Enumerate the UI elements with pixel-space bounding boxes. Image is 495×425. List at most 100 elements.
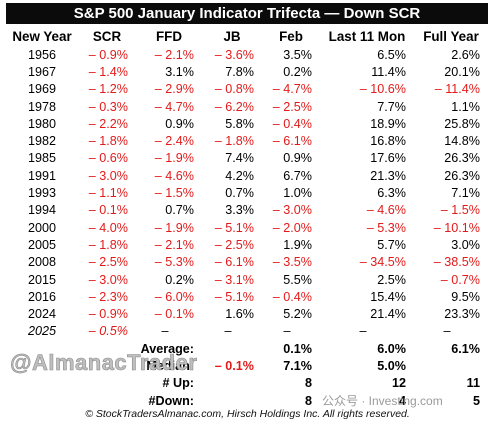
value-cell: 6.7% <box>283 168 312 183</box>
value-cell: 0.2% <box>283 64 312 79</box>
stats-row: Median: – 0.1% 7.1% 5.0% <box>6 357 488 374</box>
value-cell: – 0.5% <box>88 324 128 339</box>
col-header-full-year: Full Year <box>423 28 479 44</box>
value-cell: 6.5% <box>377 47 406 62</box>
table-row: 1982 – 1.8% – 2.4% – 1.8% – 6.1% 16.8% 14.8% <box>6 132 488 149</box>
year-cell: 1991 <box>27 168 57 183</box>
value-cell: – 4.0% <box>88 220 128 235</box>
value-cell: – 10.1% <box>433 220 480 235</box>
value-cell: – 11.4% <box>434 82 480 97</box>
stat-value: 0.1% <box>283 341 312 356</box>
value-cell: 23.3% <box>444 307 480 322</box>
value-cell: – 3.0% <box>88 168 128 183</box>
stat-value: 6.0% <box>377 341 406 356</box>
table-row: 1991 – 3.0% – 4.6% 4.2% 6.7% 21.3% 26.3% <box>6 167 488 184</box>
value-cell: – 3.0% <box>272 203 312 218</box>
almanac-trader-watermark: @AlmanacTrader <box>10 350 198 376</box>
table-row: 2000 – 4.0% – 1.9% – 5.1% – 2.0% – 5.3% – 10.1… <box>6 219 488 236</box>
stat-value: 7.1% <box>283 358 312 373</box>
value-cell: 21.3% <box>370 168 406 183</box>
stat-value: 6.1% <box>451 341 480 356</box>
col-header-ffd: FFD <box>155 28 183 44</box>
value-cell: – 5.1% <box>214 220 254 235</box>
stat-value <box>202 375 262 392</box>
value-cell: – 0.6% <box>88 151 128 166</box>
col-header-feb: Feb <box>279 28 303 44</box>
value-cell: – 0.7% <box>440 272 480 287</box>
value-cell: 26.3% <box>444 151 480 166</box>
stat-value <box>202 392 262 409</box>
value-cell: – 0.9% <box>88 307 128 322</box>
value-cell: – 3.0% <box>88 272 128 287</box>
value-cell: – 0.3% <box>88 99 128 114</box>
stat-value: 12 <box>391 376 406 391</box>
stat-label: Median: <box>146 358 194 373</box>
value-cell: 2.5% <box>377 272 406 287</box>
value-cell: 20.1% <box>444 64 480 79</box>
stat-value: – 0.1% <box>214 358 254 373</box>
value-cell: – 0.4% <box>272 116 312 131</box>
year-cell: 1982 <box>27 134 57 149</box>
value-cell: 5.5% <box>283 272 312 287</box>
value-cell: 1.6% <box>225 307 254 322</box>
value-cell: 16.8% <box>370 134 406 149</box>
value-cell: 7.7% <box>377 99 406 114</box>
value-cell: – 0.8% <box>214 82 254 97</box>
value-cell: – 1.8% <box>214 134 254 149</box>
stat-value: 11 <box>466 376 480 391</box>
value-cell: – 3.1% <box>214 272 254 287</box>
value-cell: – 6.2% <box>214 99 254 114</box>
value-cell: – 4.6% <box>366 203 406 218</box>
stat-value <box>414 357 488 374</box>
table-row: 1980 – 2.2% 0.9% 5.8% – 0.4% 18.9% 25.8% <box>6 115 488 132</box>
header-row: New Year SCR FFD JB Feb Last 11 Mon Full… <box>6 26 488 46</box>
col-header-scr: SCR <box>92 28 122 44</box>
value-cell: – 1.1% <box>88 186 128 201</box>
value-cell: 0.7% <box>165 203 194 218</box>
value-cell: – 6.1% <box>214 255 254 270</box>
value-cell: 1.1% <box>451 99 480 114</box>
value-cell: – 1.5% <box>154 186 194 201</box>
value-cell: 7.1% <box>451 186 480 201</box>
value-cell: 5.8% <box>225 116 254 131</box>
value-cell: 26.3% <box>444 168 480 183</box>
stat-value <box>202 340 262 357</box>
value-cell: – 4.6% <box>154 168 194 183</box>
table-title: S&P 500 January Indicator Trifecta — Dow… <box>6 3 488 24</box>
year-cell: 2015 <box>27 272 57 287</box>
table-row: 1978 – 0.3% – 4.7% – 6.2% – 2.5% 7.7% 1.1% <box>6 98 488 115</box>
table-row: 1993 – 1.1% – 1.5% 0.7% 1.0% 6.3% 7.1% <box>6 184 488 201</box>
value-cell: – 3.5% <box>272 255 312 270</box>
stat-value: 5.0% <box>377 358 406 373</box>
value-cell: – 6.0% <box>154 289 194 304</box>
value-cell: – <box>283 324 291 339</box>
value-cell: – <box>161 324 169 339</box>
value-cell: – 2.0% <box>272 220 312 235</box>
value-cell: – 0.4% <box>272 289 312 304</box>
col-header-new-year: New Year <box>12 28 72 44</box>
year-cell: 2024 <box>27 307 57 322</box>
value-cell: 14.8% <box>444 134 480 149</box>
value-cell: 6.3% <box>377 186 406 201</box>
value-cell: 0.9% <box>165 116 194 131</box>
value-cell: – 2.2% <box>88 116 128 131</box>
value-cell: 4.2% <box>225 168 254 183</box>
value-cell: – 3.6% <box>214 47 254 62</box>
investing-watermark: 公众号 · Investing.com <box>322 394 443 408</box>
value-cell: – 0.1% <box>88 203 128 218</box>
value-cell: – <box>224 324 232 339</box>
table-row: 2024 – 0.9% – 0.1% 1.6% 5.2% 21.4% 23.3% <box>6 305 488 322</box>
value-cell: 7.8% <box>225 64 254 79</box>
trifecta-table: New Year SCR FFD JB Feb Last 11 Mon Full… <box>6 26 488 409</box>
year-cell: 1993 <box>27 186 57 201</box>
year-cell: 1980 <box>27 116 57 131</box>
table-row: 2025 – 0.5% – – – – – <box>6 323 488 340</box>
col-header-last-11-mon: Last 11 Mon <box>328 28 406 44</box>
value-cell: 18.9% <box>370 116 406 131</box>
stat-value: 8 <box>304 376 312 391</box>
table-row: 1956 – 0.9% – 2.1% – 3.6% 3.5% 6.5% 2.6% <box>6 46 488 63</box>
value-cell: 0.9% <box>283 151 312 166</box>
value-cell: – 2.3% <box>88 289 128 304</box>
value-cell: – 0.1% <box>154 307 194 322</box>
value-cell: 1.0% <box>283 186 312 201</box>
